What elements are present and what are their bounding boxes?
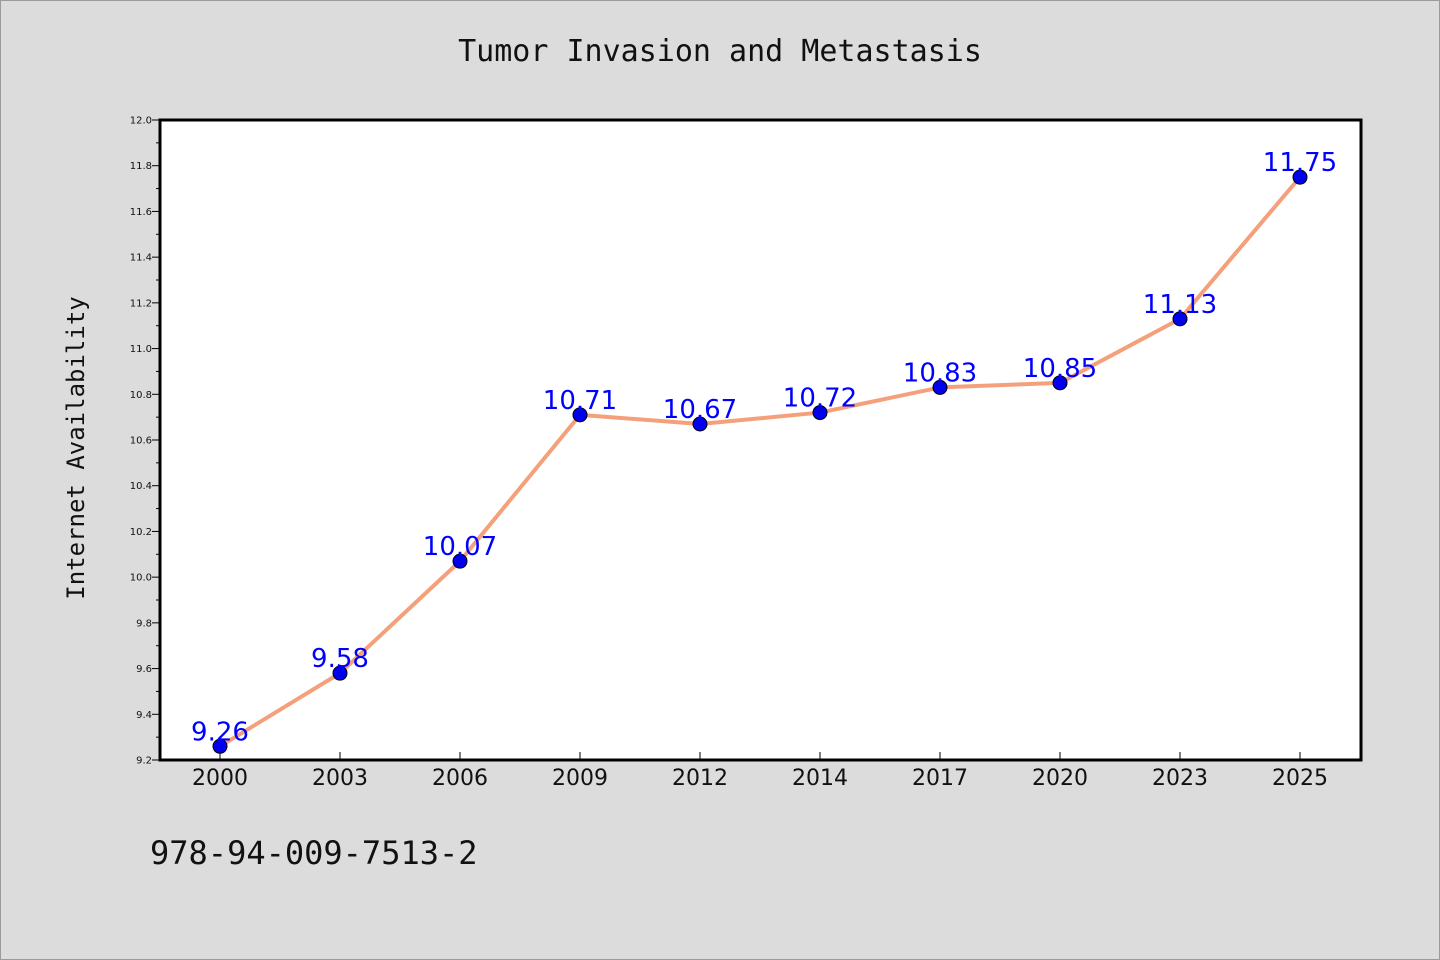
- y-axis: 9.2 9.4 9.6 9.8 10.0 10.2 10.4 10.6 10.8 11.0 11.2…: [130, 116, 160, 767]
- data-point: [932, 379, 948, 395]
- series-line: [218, 175, 1302, 748]
- data-label: 10.72: [783, 384, 857, 414]
- data-label: 10.83: [903, 358, 977, 388]
- x-tick-label: 2023: [1152, 766, 1208, 791]
- x-tick-label: 2014: [792, 766, 848, 791]
- x-tick-label: 2025: [1272, 766, 1328, 791]
- y-tick-label: 9.2: [136, 756, 152, 767]
- x-axis: 2000 2003 2006 2009 2012 2014 2017 2020 2023 2025: [192, 752, 1328, 791]
- x-tick-label: 2006: [432, 766, 488, 791]
- x-tick-label: 2017: [912, 766, 968, 791]
- x-tick-label: 2020: [1032, 766, 1088, 791]
- data-point: [452, 553, 468, 569]
- chart-title: Tumor Invasion and Metastasis: [458, 34, 982, 69]
- data-label-group: 9.26 9.58 10.07 10.71 10.67 10.72 10.83 10.85 11…: [191, 148, 1337, 747]
- data-point: [1292, 169, 1308, 185]
- y-tick-label: 10.0: [130, 573, 152, 584]
- y-tick-label: 10.6: [130, 436, 152, 447]
- data-label: 10.85: [1023, 354, 1097, 384]
- y-tick-label: 9.4: [136, 710, 152, 721]
- data-label: 9.58: [311, 644, 369, 674]
- y-tick-label: 12.0: [130, 116, 152, 127]
- data-point: [1172, 311, 1188, 327]
- footer-code: 978-94-009-7513-2: [150, 834, 478, 872]
- x-tick-label: 2000: [192, 766, 248, 791]
- y-tick-label: 11.6: [130, 207, 152, 218]
- data-label: 10.07: [423, 532, 497, 562]
- y-tick-label: 11.4: [130, 253, 152, 264]
- x-tick-label: 2009: [552, 766, 608, 791]
- data-label: 10.71: [543, 386, 617, 416]
- x-tick-label: 2003: [312, 766, 368, 791]
- y-tick-label: 11.2: [130, 298, 152, 309]
- y-tick-label: 11.0: [130, 344, 152, 355]
- y-tick-label: 11.8: [130, 161, 152, 172]
- data-label: 11.13: [1143, 290, 1217, 320]
- series-group: [218, 175, 1302, 748]
- data-label: 9.26: [191, 717, 249, 747]
- data-point: [332, 665, 348, 681]
- data-point: [812, 405, 828, 421]
- y-tick-label: 10.2: [130, 527, 152, 538]
- data-point: [572, 407, 588, 423]
- x-tick-label: 2012: [672, 766, 728, 791]
- y-tick-label: 10.4: [130, 481, 152, 492]
- y-tick-label: 9.8: [136, 618, 152, 629]
- data-label: 10.67: [663, 395, 737, 425]
- y-tick-label: 9.6: [136, 664, 152, 675]
- data-point: [1052, 375, 1068, 391]
- data-label: 11.75: [1263, 148, 1337, 178]
- data-point: [692, 416, 708, 432]
- data-point: [212, 738, 228, 754]
- marker-group: [212, 169, 1308, 754]
- y-tick-label: 10.8: [130, 390, 152, 401]
